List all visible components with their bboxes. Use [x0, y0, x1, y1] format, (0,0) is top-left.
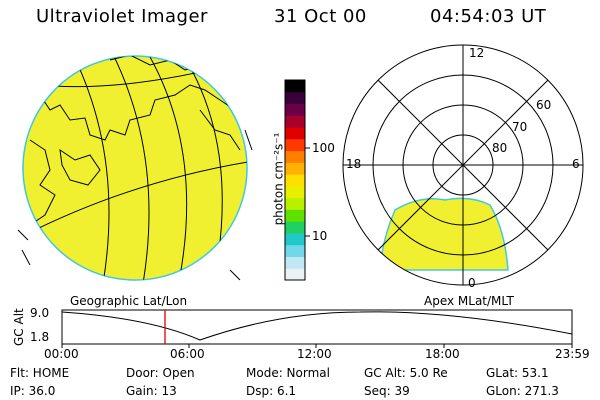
meridian-line [99, 56, 150, 280]
lat-label-70: 70 [512, 120, 528, 134]
x-tick-1800: 18:00 [425, 347, 460, 361]
lat-label-80: 80 [492, 141, 508, 155]
mlt-axis [377, 79, 549, 251]
colorbar-label-100: 100 [312, 141, 335, 155]
mlt-label-6: 6 [572, 157, 580, 171]
colorbar-segment [285, 244, 305, 257]
instrument-title: Ultraviolet Imager [36, 6, 208, 27]
y-tick-1-8: 1.8 [30, 330, 50, 344]
meridian-line [139, 56, 188, 280]
colorbar-segment [285, 256, 305, 269]
info-gc-alt: GC Alt: 5.0 Re [364, 366, 448, 380]
altitude-frame [61, 309, 573, 345]
x-tick-1200: 12:00 [297, 347, 332, 361]
colorbar-segment [285, 162, 305, 175]
info-gain: Gain: 13 [126, 384, 177, 398]
colorbar-segment [285, 91, 305, 105]
altitude-curve [61, 311, 573, 341]
info-ip: IP: 36.0 [10, 384, 56, 398]
colorbar-segment [285, 138, 305, 152]
info-seq: Seq: 39 [364, 384, 410, 398]
info-door: Door: Open [126, 366, 195, 380]
colorbar-segment [285, 268, 305, 281]
date-label: 31 Oct 00 [274, 6, 367, 27]
coastline [23, 84, 246, 141]
colorbar-frame [284, 79, 306, 281]
colorbar-segment [285, 103, 305, 116]
info-mode: Mode: Normal [246, 366, 330, 380]
colorbar-label-10: 10 [312, 229, 328, 243]
auroral-disk [22, 55, 248, 281]
mlt-label-0: 0 [468, 276, 476, 290]
geographic-map [17, 55, 253, 281]
info-glat: GLat: 53.1 [486, 366, 549, 380]
coastline [199, 109, 241, 151]
mlt-label-18: 18 [346, 157, 362, 171]
colorbar-segment [285, 209, 305, 222]
apex-panel-label: Apex MLat/MLT [424, 294, 514, 308]
mlt-label-12: 12 [469, 46, 485, 60]
colorbar-segment [285, 197, 305, 210]
parallel-line [23, 159, 247, 241]
x-tick-2359: 23:59 [555, 347, 590, 361]
colorbar-unit-label: photon cm⁻²s⁻¹ [271, 132, 286, 226]
y-tick-9: 9.0 [30, 306, 50, 320]
info-glon: GLon: 271.3 [486, 384, 559, 398]
auroral-oval [379, 197, 509, 271]
time-label: 04:54:03 UT [430, 6, 547, 27]
colorbar-segment [285, 127, 305, 140]
geo-panel-label: Geographic Lat/Lon [70, 294, 188, 308]
info-dsp: Dsp: 6.1 [246, 384, 297, 398]
colorbar-segment [285, 232, 305, 246]
colorbar-segment [285, 80, 305, 93]
x-tick-0600: 06:00 [170, 347, 205, 361]
apex-polar-plot [342, 44, 584, 286]
coastline [59, 148, 101, 186]
lat-label-60: 60 [536, 98, 552, 112]
colorbar-segment [285, 221, 305, 234]
outer-coastline [17, 129, 253, 281]
colorbar-segment [285, 174, 305, 187]
colorbar-segment [285, 185, 305, 199]
colorbar-segment [285, 150, 305, 163]
colorbar-segment [285, 115, 305, 128]
info-flight: Flt: HOME [10, 366, 70, 380]
altitude-axis-label: GC Alt [12, 308, 26, 346]
altitude-plot [61, 309, 573, 348]
x-tick-0000: 00:00 [44, 347, 79, 361]
intensity-colorbar [284, 79, 310, 281]
